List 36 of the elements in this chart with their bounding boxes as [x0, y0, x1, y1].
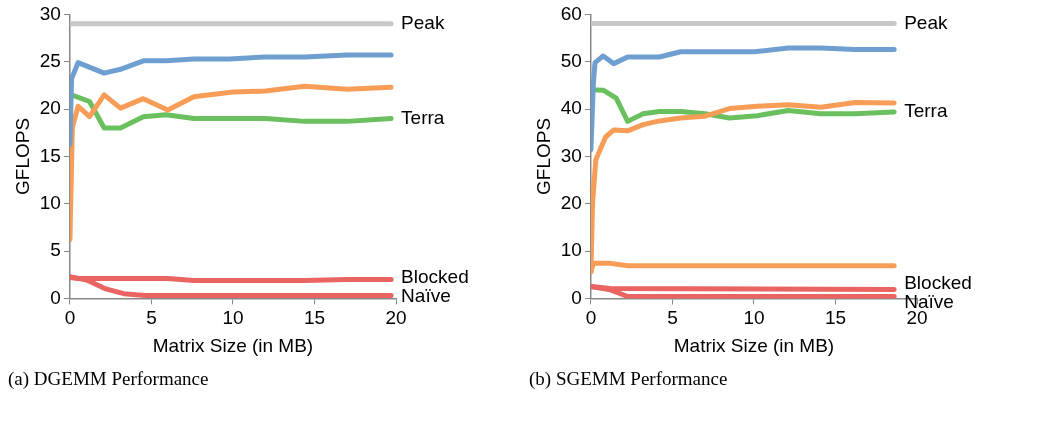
y-tick-label: 15 — [39, 144, 61, 166]
y-tick-label: 20 — [560, 191, 582, 213]
text: (a) DGEMM Performance — [8, 368, 210, 390]
y-tick-label: 30 — [39, 2, 61, 24]
series-label: Peak — [904, 11, 948, 33]
y-tick-label: 10 — [39, 191, 61, 213]
y-tick-label: 60 — [560, 2, 582, 24]
x-tick-label: 15 — [303, 307, 326, 329]
y-tick-label: 25 — [39, 49, 61, 71]
x-axis-title: Matrix Size (in MB) — [152, 334, 314, 356]
x-tick-label: 0 — [585, 307, 597, 329]
y-axis-title: GFLOPS — [11, 117, 33, 195]
x-tick-label: 0 — [64, 307, 76, 329]
series-label: Terra — [904, 100, 948, 122]
y-tick-label: 0 — [571, 286, 582, 308]
series-label: Terra — [401, 106, 445, 128]
y-axis-title: GFLOPS — [532, 117, 554, 195]
y-tick-label: 10 — [560, 239, 582, 261]
y-tick-label: 50 — [560, 49, 582, 71]
x-tick-label: 20 — [385, 307, 407, 329]
x-tick-label: 5 — [146, 307, 157, 329]
y-tick-label: 0 — [50, 286, 61, 308]
series-label: Naïve — [401, 285, 451, 307]
x-tick-label: 15 — [824, 307, 847, 329]
x-axis-title: Matrix Size (in MB) — [673, 334, 835, 356]
x-tick-label: 5 — [667, 307, 678, 329]
series-label: Blocked — [904, 271, 972, 293]
series-label: Blocked — [401, 266, 469, 288]
x-tick-label: 10 — [743, 307, 765, 329]
text: (b) SGEMM Performance — [529, 368, 729, 390]
x-tick-label: 10 — [222, 307, 244, 329]
y-tick-label: 40 — [560, 97, 582, 119]
series-label: Peak — [401, 12, 445, 34]
y-tick-label: 30 — [560, 144, 582, 166]
y-tick-label: 20 — [39, 97, 61, 119]
y-tick-label: 5 — [50, 239, 61, 261]
